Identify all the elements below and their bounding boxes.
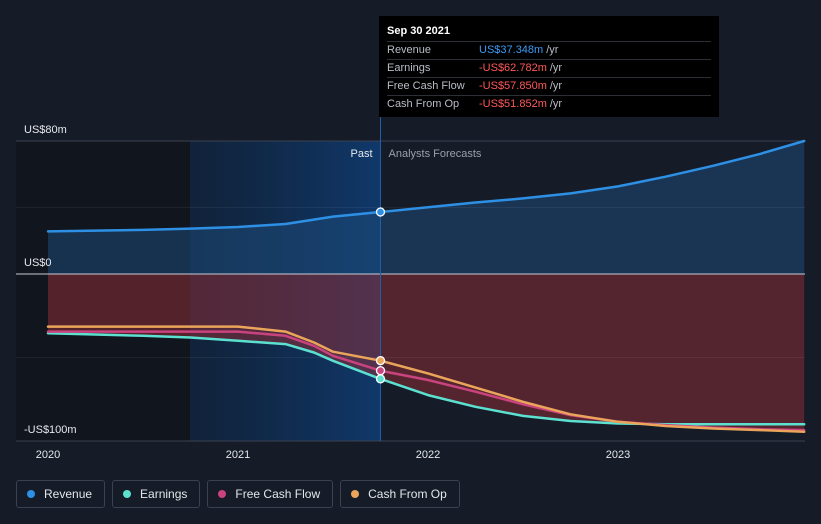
tooltip-row-revenue: Revenue US$37.348m /yr [387, 42, 711, 60]
tooltip-value: -US$51.852m [479, 98, 547, 110]
tooltip-row-earnings: Earnings -US$62.782m /yr [387, 60, 711, 78]
tooltip-date: Sep 30 2021 [387, 24, 711, 42]
legend-label: Free Cash Flow [235, 487, 321, 501]
legend-label: Revenue [44, 487, 93, 501]
tooltip-label: Cash From Op [387, 98, 460, 110]
legend-dot-icon [218, 490, 227, 498]
tooltip-value: -US$62.782m [479, 62, 547, 74]
legend-item-earnings[interactable]: Earnings [112, 480, 201, 508]
y-tick-label: US$80m [24, 124, 67, 136]
tooltip-row-cash-from-op: Cash From Op -US$51.852m /yr [387, 96, 711, 113]
x-tick-label: 2023 [606, 449, 630, 461]
legend-dot-icon [351, 490, 360, 498]
y-tick-label: US$0 [24, 257, 52, 269]
tooltip-label: Revenue [387, 44, 432, 56]
tooltip-unit: /yr [549, 62, 563, 74]
series-line-revenue [46, 139, 806, 233]
series-line-earnings [46, 332, 806, 426]
legend-item-revenue[interactable]: Revenue [16, 480, 106, 508]
legend-label: Earnings [140, 487, 188, 501]
tooltip-unit: /yr [549, 80, 563, 92]
y-tick-label: -US$100m [24, 424, 77, 436]
legend-dot-icon [123, 490, 132, 498]
x-tick-label: 2020 [36, 449, 60, 461]
tooltip-unit: /yr [549, 98, 563, 110]
chart-legend: Revenue Earnings Free Cash Flow Cash Fro… [16, 480, 460, 508]
forecast-label: Analysts Forecasts [389, 148, 482, 160]
marker-earnings [375, 374, 386, 384]
tooltip-label: Earnings [387, 62, 431, 74]
tooltip-label: Free Cash Flow [387, 80, 465, 92]
marker-free-cash-flow [375, 366, 386, 376]
series-line-cash-from-op [46, 325, 806, 434]
past-label: Past [350, 148, 372, 160]
legend-item-cash-from-op[interactable]: Cash From Op [340, 480, 460, 508]
tooltip-row-free-cash-flow: Free Cash Flow -US$57.850m /yr [387, 78, 711, 96]
negative-area [48, 274, 805, 432]
tooltip-value: US$37.348m [479, 44, 544, 56]
x-tick-label: 2021 [226, 449, 250, 461]
tooltip-unit: /yr [546, 44, 559, 56]
legend-dot-icon [27, 490, 35, 498]
legend-item-free-cash-flow[interactable]: Free Cash Flow [207, 480, 334, 508]
x-tick-label: 2022 [416, 449, 440, 461]
marker-revenue [375, 207, 386, 217]
hover-tooltip: Sep 30 2021 Revenue US$37.348m /yr Earni… [379, 16, 719, 117]
marker-cash-from-op [375, 356, 386, 366]
tooltip-value: -US$57.850m [479, 80, 547, 92]
legend-label: Cash From Op [368, 487, 447, 501]
